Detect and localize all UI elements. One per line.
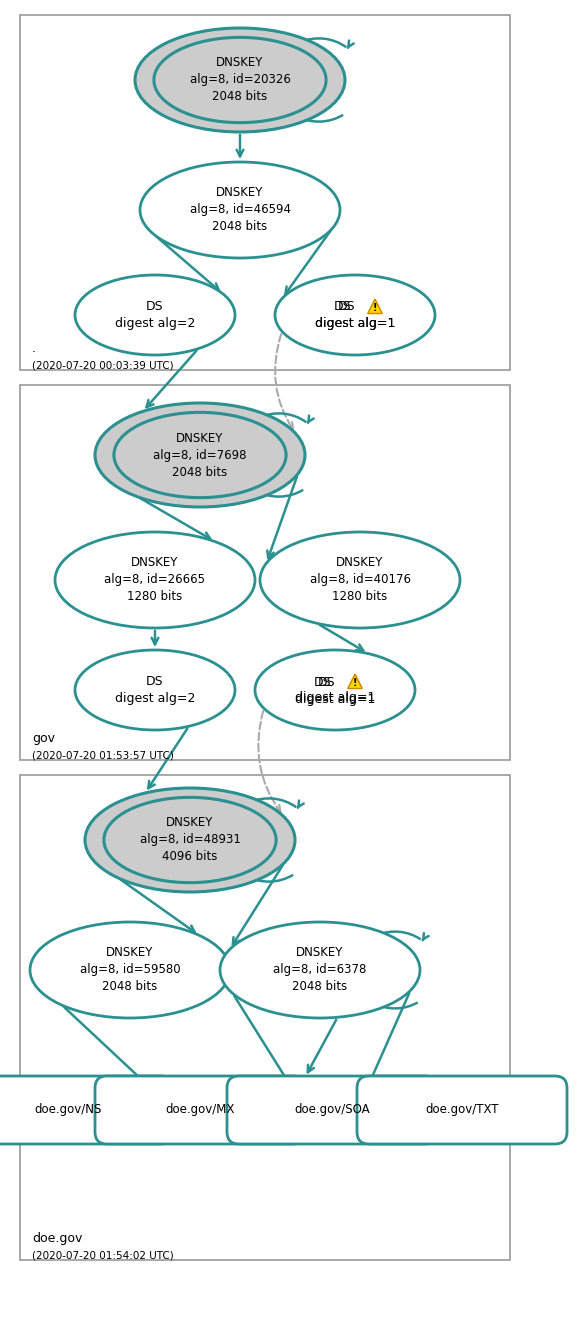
Text: (2020-07-20 00:03:39 UTC): (2020-07-20 00:03:39 UTC) [32,360,174,370]
Ellipse shape [140,162,340,257]
Ellipse shape [135,28,345,132]
Text: doe.gov/SOA: doe.gov/SOA [294,1104,370,1117]
Text: DNSKEY
alg=8, id=20326
2048 bits: DNSKEY alg=8, id=20326 2048 bits [190,57,290,103]
Text: DS: DS [334,301,352,314]
Ellipse shape [220,921,420,1018]
Text: DS: DS [338,301,356,314]
FancyBboxPatch shape [227,1076,437,1144]
Ellipse shape [75,275,235,355]
Ellipse shape [95,403,305,507]
Text: DS
digest alg=2: DS digest alg=2 [115,675,195,705]
Text: DS: DS [318,676,336,689]
Text: gov: gov [32,733,55,744]
Text: digest alg=1: digest alg=1 [295,693,375,705]
Text: (2020-07-20 01:54:02 UTC): (2020-07-20 01:54:02 UTC) [32,1250,174,1261]
Ellipse shape [55,532,255,628]
Text: doe.gov: doe.gov [32,1232,83,1245]
Text: doe.gov/TXT: doe.gov/TXT [425,1104,499,1117]
Text: DNSKEY
alg=8, id=59580
2048 bits: DNSKEY alg=8, id=59580 2048 bits [80,946,180,994]
Text: DNSKEY
alg=8, id=7698
2048 bits: DNSKEY alg=8, id=7698 2048 bits [153,432,247,479]
Text: doe.gov/NS: doe.gov/NS [34,1104,102,1117]
FancyBboxPatch shape [0,1076,173,1144]
FancyBboxPatch shape [95,1076,305,1144]
Ellipse shape [275,275,435,355]
Ellipse shape [85,788,295,892]
Text: DS
digest alg=2: DS digest alg=2 [115,300,195,330]
Text: .: . [32,342,36,355]
Polygon shape [348,675,362,689]
Text: DNSKEY
alg=8, id=6378
2048 bits: DNSKEY alg=8, id=6378 2048 bits [273,946,367,994]
Bar [20,775,510,1261]
Text: DNSKEY
alg=8, id=46594
2048 bits: DNSKEY alg=8, id=46594 2048 bits [189,186,290,234]
Text: DNSKEY
alg=8, id=40176
1280 bits: DNSKEY alg=8, id=40176 1280 bits [309,557,410,603]
FancyBboxPatch shape [357,1076,567,1144]
Ellipse shape [154,37,326,123]
Ellipse shape [255,649,415,730]
Text: digest alg=1: digest alg=1 [315,318,395,330]
Ellipse shape [114,412,286,498]
Text: digest alg=1: digest alg=1 [315,317,395,330]
Bar [20,15,510,370]
Ellipse shape [260,532,460,628]
Text: doe.gov/MX: doe.gov/MX [166,1104,235,1117]
Ellipse shape [104,797,276,883]
Text: DNSKEY
alg=8, id=26665
1280 bits: DNSKEY alg=8, id=26665 1280 bits [104,557,205,603]
Ellipse shape [30,921,230,1018]
Polygon shape [368,300,382,314]
Text: DS: DS [314,676,332,689]
Text: DNSKEY
alg=8, id=48931
4096 bits: DNSKEY alg=8, id=48931 4096 bits [140,817,241,863]
Text: (2020-07-20 01:53:57 UTC): (2020-07-20 01:53:57 UTC) [32,750,174,760]
Ellipse shape [75,649,235,730]
Text: !: ! [353,678,357,688]
Text: !: ! [373,304,377,313]
Bar [20,385,510,760]
Text: digest alg=1: digest alg=1 [295,692,375,705]
